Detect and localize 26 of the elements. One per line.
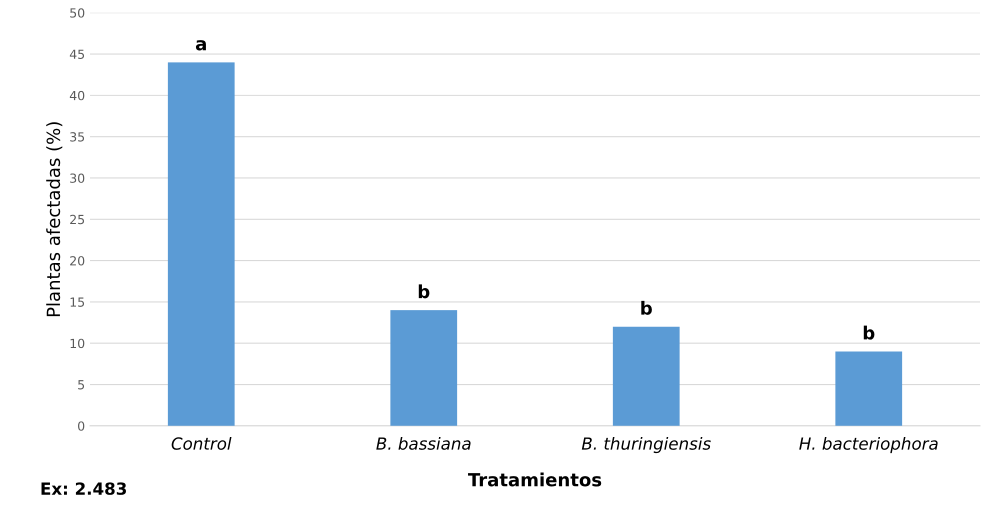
x-tick-label: B. bassiana bbox=[376, 436, 471, 450]
y-tick-label: 35 bbox=[70, 132, 84, 142]
text: Ex: 2.483 bbox=[42, 482, 126, 495]
bar bbox=[835, 351, 902, 426]
y-tick-label: 30 bbox=[70, 173, 84, 183]
y-tick-label: 10 bbox=[70, 338, 84, 348]
y-tick-label: 0 bbox=[78, 421, 84, 431]
y-tick-label: 50 bbox=[70, 8, 84, 18]
y-tick-label: 5 bbox=[78, 380, 84, 390]
x-tick-label: Control bbox=[172, 436, 232, 450]
bar bbox=[612, 326, 680, 426]
x-axis-title: Tratamientos bbox=[468, 472, 602, 487]
x-tick-label: B. thuringiensis bbox=[582, 436, 711, 454]
y-tick-label: 45 bbox=[70, 50, 84, 59]
bar bbox=[390, 310, 458, 426]
y-tick-label: 15 bbox=[70, 298, 84, 307]
y-axis-title: Plantas afectadas (%) bbox=[46, 122, 62, 316]
y-tick-label: 40 bbox=[70, 90, 84, 100]
y-tick-label: 20 bbox=[70, 256, 84, 266]
annotation: b bbox=[864, 326, 874, 340]
annotation: b bbox=[418, 284, 430, 298]
x-tick-label: H. bacteriophora bbox=[799, 436, 938, 454]
annotation: b bbox=[641, 300, 652, 315]
y-tick-label: 25 bbox=[70, 214, 84, 224]
bar bbox=[168, 62, 235, 426]
annotation: a bbox=[196, 40, 206, 50]
